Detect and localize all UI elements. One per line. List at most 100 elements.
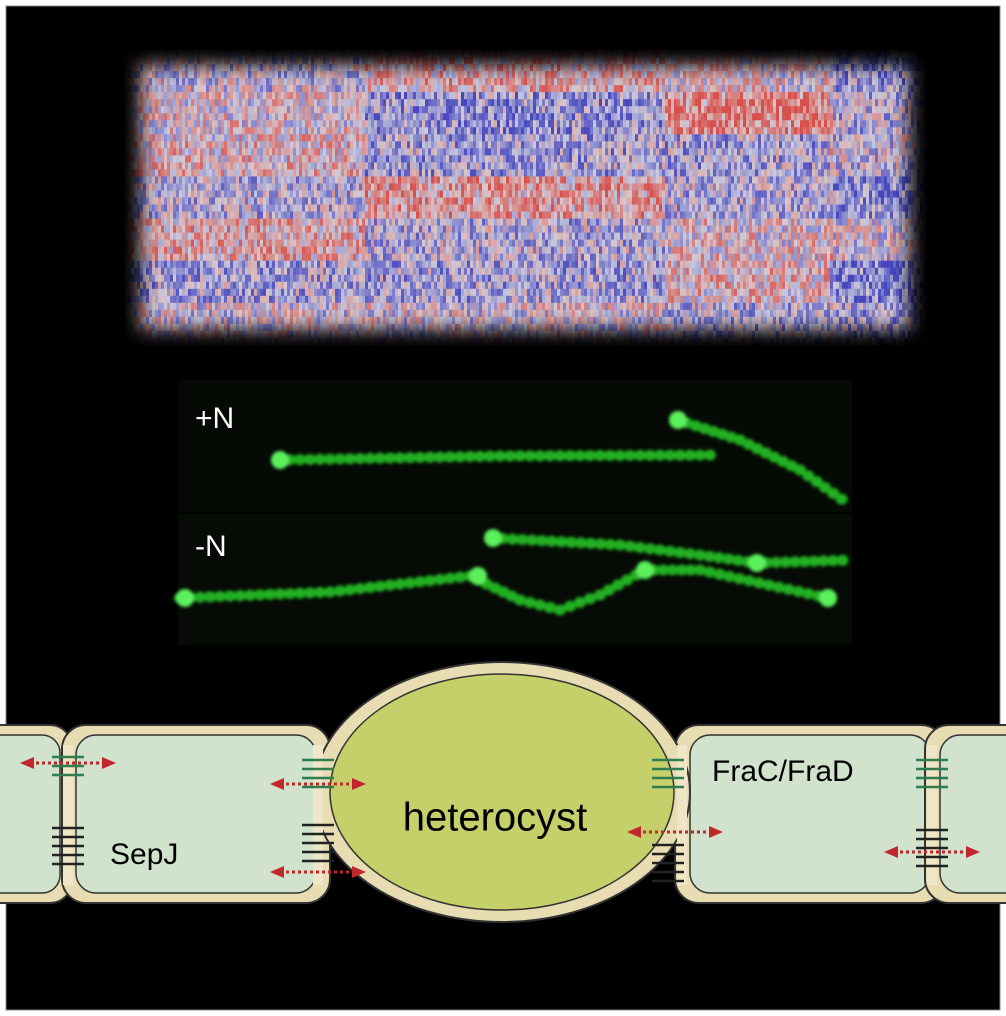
heatmap-cell: [311, 155, 314, 162]
heatmap-cell: [155, 141, 158, 148]
heatmap-cell: [908, 99, 911, 106]
heatmap-cell: [851, 71, 854, 78]
heatmap-cell: [179, 99, 182, 106]
heatmap-cell: [923, 92, 926, 99]
heatmap-cell: [578, 127, 581, 134]
heatmap-cell: [281, 71, 284, 78]
heatmap-cell: [491, 92, 494, 99]
heatmap-cell: [806, 169, 809, 176]
heatmap-cell: [887, 78, 890, 85]
heatmap-cell: [389, 148, 392, 155]
heatmap-cell: [911, 169, 914, 176]
heatmap-cell: [401, 85, 404, 92]
heatmap-cell: [704, 78, 707, 85]
heatmap-cell: [899, 85, 902, 92]
heatmap-cell: [440, 134, 443, 141]
heatmap-cell: [728, 92, 731, 99]
heatmap-cell: [188, 57, 191, 64]
heatmap-cell: [320, 148, 323, 155]
heatmap-cell: [857, 148, 860, 155]
heatmap-cell: [710, 106, 713, 113]
heatmap-cell: [560, 64, 563, 71]
heatmap-cell: [269, 169, 272, 176]
heatmap-cell: [515, 134, 518, 141]
heatmap-cell: [476, 134, 479, 141]
heatmap-cell: [239, 141, 242, 148]
heatmap-cell: [242, 148, 245, 155]
heatmap-cell: [662, 78, 665, 85]
heatmap-cell: [404, 64, 407, 71]
heatmap-cell: [437, 99, 440, 106]
heatmap-cell: [371, 134, 374, 141]
heatmap-cell: [296, 113, 299, 120]
heatmap-cell: [524, 57, 527, 64]
heatmap-cell: [707, 78, 710, 85]
heatmap-cell: [329, 127, 332, 134]
heatmap-cell: [713, 127, 716, 134]
heatmap-cell: [641, 71, 644, 78]
heatmap-cell: [431, 176, 434, 183]
heatmap-cell: [398, 162, 401, 169]
heatmap-cell: [731, 141, 734, 148]
heatmap-cell: [176, 176, 179, 183]
heatmap-cell: [545, 113, 548, 120]
heatmap-cell: [299, 148, 302, 155]
heatmap-cell: [902, 64, 905, 71]
heatmap-cell: [488, 99, 491, 106]
heatmap-cell: [197, 99, 200, 106]
heatmap-cell: [275, 113, 278, 120]
heatmap-cell: [431, 134, 434, 141]
heatmap-cell: [794, 106, 797, 113]
heatmap-cell: [611, 113, 614, 120]
heatmap-cell: [473, 120, 476, 127]
heatmap-cell: [614, 50, 617, 57]
heatmap-cell: [536, 120, 539, 127]
heatmap-cell: [806, 113, 809, 120]
heatmap-cell: [545, 169, 548, 176]
heatmap-cell: [779, 113, 782, 120]
heatmap-cell: [800, 71, 803, 78]
heatmap-cell: [332, 92, 335, 99]
heatmap-cell: [581, 127, 584, 134]
heatmap-cell: [230, 155, 233, 162]
heatmap-cell: [125, 141, 128, 148]
heatmap-cell: [155, 50, 158, 57]
heatmap-cell: [791, 57, 794, 64]
heatmap-cell: [170, 106, 173, 113]
heatmap-cell: [347, 50, 350, 57]
heatmap-cell: [764, 85, 767, 92]
heatmap-cell: [725, 50, 728, 57]
heatmap-cell: [743, 148, 746, 155]
heatmap-cell: [383, 78, 386, 85]
heatmap-cell: [410, 50, 413, 57]
heatmap-cell: [653, 57, 656, 64]
heatmap-cell: [644, 50, 647, 57]
heatmap-cell: [896, 148, 899, 155]
heatmap-cell: [500, 134, 503, 141]
heatmap-cell: [296, 148, 299, 155]
heatmap-cell: [479, 50, 482, 57]
heatmap-cell: [890, 92, 893, 99]
heatmap-cell: [797, 155, 800, 162]
heatmap-cell: [893, 120, 896, 127]
heatmap-cell: [818, 148, 821, 155]
heatmap-cell: [881, 71, 884, 78]
heatmap-cell: [248, 155, 251, 162]
heatmap-cell: [683, 71, 686, 78]
heatmap-cell: [365, 50, 368, 57]
heatmap-cell: [458, 155, 461, 162]
heatmap-cell: [542, 176, 545, 183]
heatmap-cell: [458, 50, 461, 57]
heatmap-cell: [365, 120, 368, 127]
heatmap-cell: [275, 148, 278, 155]
heatmap-cell: [701, 92, 704, 99]
heatmap-cell: [737, 78, 740, 85]
heatmap-cell: [710, 127, 713, 134]
heatmap-cell: [380, 141, 383, 148]
heatmap-cell: [404, 169, 407, 176]
heatmap-cell: [791, 99, 794, 106]
heatmap-cell: [395, 176, 398, 183]
heatmap-cell: [179, 78, 182, 85]
heatmap-cell: [524, 92, 527, 99]
heatmap-cell: [794, 85, 797, 92]
